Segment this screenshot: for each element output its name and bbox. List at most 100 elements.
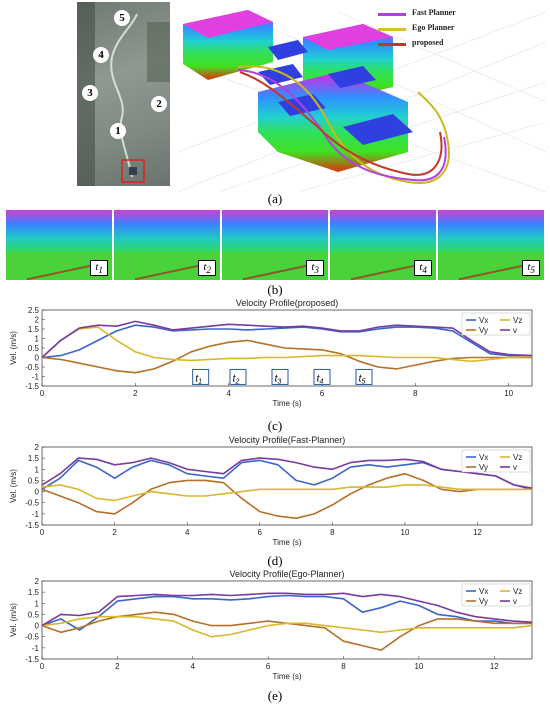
series-line-vy [41, 472, 532, 520]
time-marker-label-3: t3 [275, 373, 282, 385]
legend-label-vx: Vx [479, 316, 488, 325]
legend-label-vz: Vz [513, 587, 522, 596]
legend-label-vz: Vz [513, 453, 522, 462]
x-tick-label: 12 [490, 662, 499, 671]
waypoint-4: 4 [93, 47, 109, 63]
time-marker-label-1: t1 [195, 373, 202, 385]
y-tick-label: 1 [35, 335, 40, 344]
legend-box [461, 583, 531, 607]
legend-swatch-fast-planner [378, 13, 406, 16]
legend-label-vx: Vx [479, 453, 488, 462]
y-tick-label: -1 [32, 644, 40, 653]
y-tick-label: 1.5 [28, 588, 40, 597]
waypoint-3: 3 [82, 85, 98, 101]
x-tick-label: 10 [504, 389, 513, 398]
panel-label-d: (d) [267, 553, 283, 568]
snapshot-strip: t1 t2 t3 t4 t5 [6, 210, 546, 280]
legend-label-vy: Vy [479, 463, 488, 472]
y-tick-label: 0.5 [28, 344, 40, 353]
velocity-chart-proposed: Velocity Profile(proposed)-1.5-1-0.500.5… [9, 298, 533, 408]
x-tick-label: 8 [413, 389, 418, 398]
y-tick-label: 0 [35, 488, 40, 497]
series-line-vx [41, 594, 532, 631]
waypoint-2: 2 [151, 96, 167, 112]
legend-label-v: v [513, 463, 517, 472]
y-tick-label: 0.5 [28, 610, 40, 619]
time-marker-label-5: t5 [359, 373, 366, 385]
y-axis-label: Vel. (m/s) [9, 331, 18, 365]
x-tick-label: 8 [330, 528, 335, 537]
series-line-vz [41, 484, 532, 502]
y-tick-label: 2 [35, 443, 40, 452]
legend-label-v: v [513, 597, 517, 606]
snapshot-frame-2: t2 [114, 210, 220, 280]
legend-label-vx: Vx [479, 587, 488, 596]
series-line-v [41, 457, 533, 489]
y-tick-label: 1.5 [28, 325, 40, 334]
legend-swatch-ego-planner [378, 28, 406, 31]
y-tick-label: 1 [35, 599, 40, 608]
time-marker-box-5 [355, 368, 373, 385]
y-tick-label: -0.5 [25, 499, 39, 508]
panel-label-b: (b) [267, 282, 283, 297]
series-line-v [41, 320, 533, 359]
x-tick-label: 10 [401, 528, 410, 537]
y-tick-label: -1.5 [25, 521, 39, 530]
y-tick-label: 2.5 [28, 306, 40, 315]
snapshot-frame-5: t5 [438, 210, 544, 280]
legend-box [461, 449, 531, 473]
x-tick-label: 2 [133, 389, 138, 398]
series-line-vz [41, 326, 533, 363]
y-tick-label: 1.5 [28, 454, 40, 463]
y-tick-label: -1.5 [25, 655, 39, 664]
x-axis-label: Time (s) [272, 672, 301, 681]
legend-label-vz: Vz [513, 316, 522, 325]
3d-map-scene [177, 10, 547, 193]
aerial-photo: 1 2 3 4 5 [77, 2, 170, 186]
time-marker-label-4: t4 [317, 373, 324, 385]
x-tick-label: 4 [191, 662, 196, 671]
x-tick-label: 4 [185, 528, 190, 537]
snapshot-time-label-2: t2 [198, 259, 216, 276]
panel-a-legend: Fast Planner Ego Planner proposed [378, 8, 498, 56]
legend-label-vy: Vy [479, 597, 488, 606]
legend-label-fast-planner: Fast Planner [412, 8, 456, 17]
series-line-vz [41, 615, 533, 638]
snapshot-time-label-5: t5 [522, 259, 540, 276]
snapshot-frame-1: t1 [6, 210, 112, 280]
time-marker-box-2 [229, 368, 247, 385]
legend-label-vy: Vy [479, 326, 488, 335]
time-marker-label-2: t2 [233, 373, 240, 385]
velocity-chart-fast-planner: Velocity Profile(Fast-Planner) -1.5 -1 -0.5… [9, 435, 533, 547]
y-tick-label: -0.5 [25, 633, 39, 642]
x-tick-label: 4 [226, 389, 231, 398]
legend-label-ego-planner: Ego Planner [412, 23, 455, 32]
panel-label-e: (e) [267, 688, 283, 703]
legend-box [461, 312, 531, 336]
x-tick-label: 6 [258, 528, 263, 537]
time-marker-box-3 [271, 368, 289, 385]
x-tick-label: 2 [112, 528, 117, 537]
snapshot-time-label-3: t3 [306, 259, 324, 276]
panel-label-a: (a) [267, 191, 283, 206]
chart-title: Velocity Profile(Ego-Planner) [229, 569, 344, 579]
velocity-chart-ego-planner: Velocity Profile(Ego-Planner) -1.5 -1 -0.5 0… [9, 569, 533, 681]
y-tick-label: 0 [35, 622, 40, 631]
x-tick-label: 0 [40, 662, 45, 671]
panel-label-c: (c) [267, 418, 283, 433]
x-tick-label: 12 [473, 528, 482, 537]
x-tick-label: 2 [115, 662, 120, 671]
x-tick-label: 0 [40, 528, 45, 537]
plot-area [41, 446, 533, 526]
legend-label-proposed: proposed [412, 38, 444, 47]
y-tick-label: -1 [32, 373, 40, 382]
snapshot-time-label-4: t4 [414, 259, 432, 276]
series-line-v [41, 592, 533, 627]
legend-label-v: v [513, 326, 517, 335]
chart-title: Velocity Profile(Fast-Planner) [229, 435, 346, 445]
y-tick-label: -0.5 [25, 363, 39, 372]
3d-map-render: Fast Planner Ego Planner proposed [177, 2, 547, 193]
y-tick-label: 2 [35, 316, 40, 325]
series-line-vx [41, 324, 532, 359]
time-marker-box-1 [192, 368, 210, 385]
